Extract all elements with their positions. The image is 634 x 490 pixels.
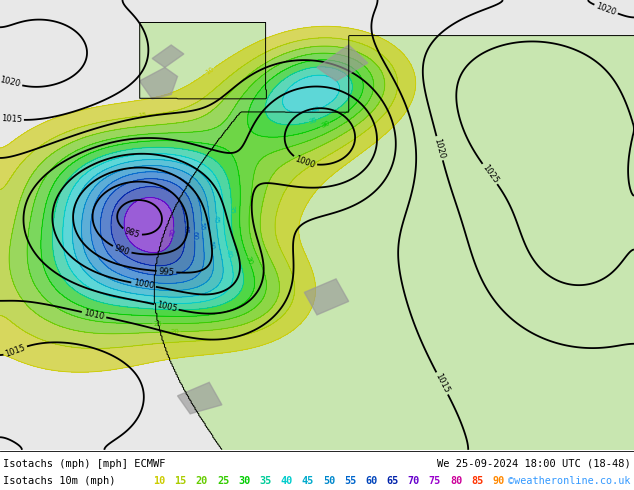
Text: 15: 15: [174, 476, 187, 486]
Text: 35: 35: [259, 476, 271, 486]
Text: 55: 55: [344, 476, 356, 486]
Polygon shape: [304, 279, 349, 315]
Text: 75: 75: [429, 476, 441, 486]
Text: 65: 65: [387, 476, 399, 486]
Text: 1015: 1015: [4, 343, 27, 359]
Text: Isotachs (mph) [mph] ECMWF: Isotachs (mph) [mph] ECMWF: [3, 459, 165, 468]
Text: 80: 80: [450, 476, 462, 486]
Text: 1000: 1000: [133, 278, 155, 291]
Polygon shape: [139, 68, 178, 99]
Text: 995: 995: [158, 267, 174, 277]
Text: 1010: 1010: [83, 308, 105, 321]
Text: 15: 15: [138, 112, 147, 119]
Text: 60: 60: [365, 476, 377, 486]
Text: 35: 35: [308, 117, 318, 125]
Text: 30: 30: [245, 255, 254, 266]
Text: 1015: 1015: [1, 114, 22, 124]
Text: 40: 40: [225, 248, 233, 258]
Text: 70: 70: [408, 476, 420, 486]
Text: 1020: 1020: [595, 1, 618, 17]
Text: We 25-09-2024 18:00 UTC (18-48): We 25-09-2024 18:00 UTC (18-48): [437, 459, 631, 468]
Text: 1000: 1000: [294, 154, 316, 170]
Text: 90: 90: [493, 476, 505, 486]
Text: 25: 25: [217, 476, 230, 486]
Text: 20: 20: [196, 476, 208, 486]
Text: 40: 40: [280, 476, 293, 486]
Text: ©weatheronline.co.uk: ©weatheronline.co.uk: [508, 476, 631, 486]
Text: 990: 990: [113, 243, 131, 257]
Polygon shape: [178, 382, 222, 414]
Text: Isotachs 10m (mph): Isotachs 10m (mph): [3, 476, 115, 486]
Text: 20: 20: [171, 329, 180, 335]
Text: 1025: 1025: [480, 163, 500, 185]
Text: 50: 50: [323, 476, 335, 486]
Text: 65: 65: [182, 224, 188, 233]
Polygon shape: [317, 45, 368, 81]
Text: 60: 60: [191, 231, 198, 240]
Text: 35: 35: [228, 205, 235, 214]
Text: 55: 55: [199, 221, 205, 231]
Text: 25: 25: [153, 320, 162, 326]
Text: 45: 45: [213, 215, 219, 223]
Text: 985: 985: [123, 226, 141, 240]
Text: 1020: 1020: [0, 75, 22, 89]
Text: 45: 45: [302, 476, 314, 486]
Text: 70: 70: [170, 228, 177, 238]
Text: 40: 40: [311, 105, 321, 114]
Text: 10: 10: [153, 476, 165, 486]
Text: 1015: 1015: [433, 372, 451, 395]
Text: 10: 10: [204, 66, 215, 76]
Text: 1005: 1005: [155, 300, 178, 314]
Text: 30: 30: [320, 120, 330, 129]
Text: 30: 30: [238, 476, 250, 486]
Text: 50: 50: [208, 241, 215, 250]
Text: 1020: 1020: [432, 137, 446, 160]
Text: 85: 85: [471, 476, 483, 486]
Polygon shape: [152, 45, 184, 68]
